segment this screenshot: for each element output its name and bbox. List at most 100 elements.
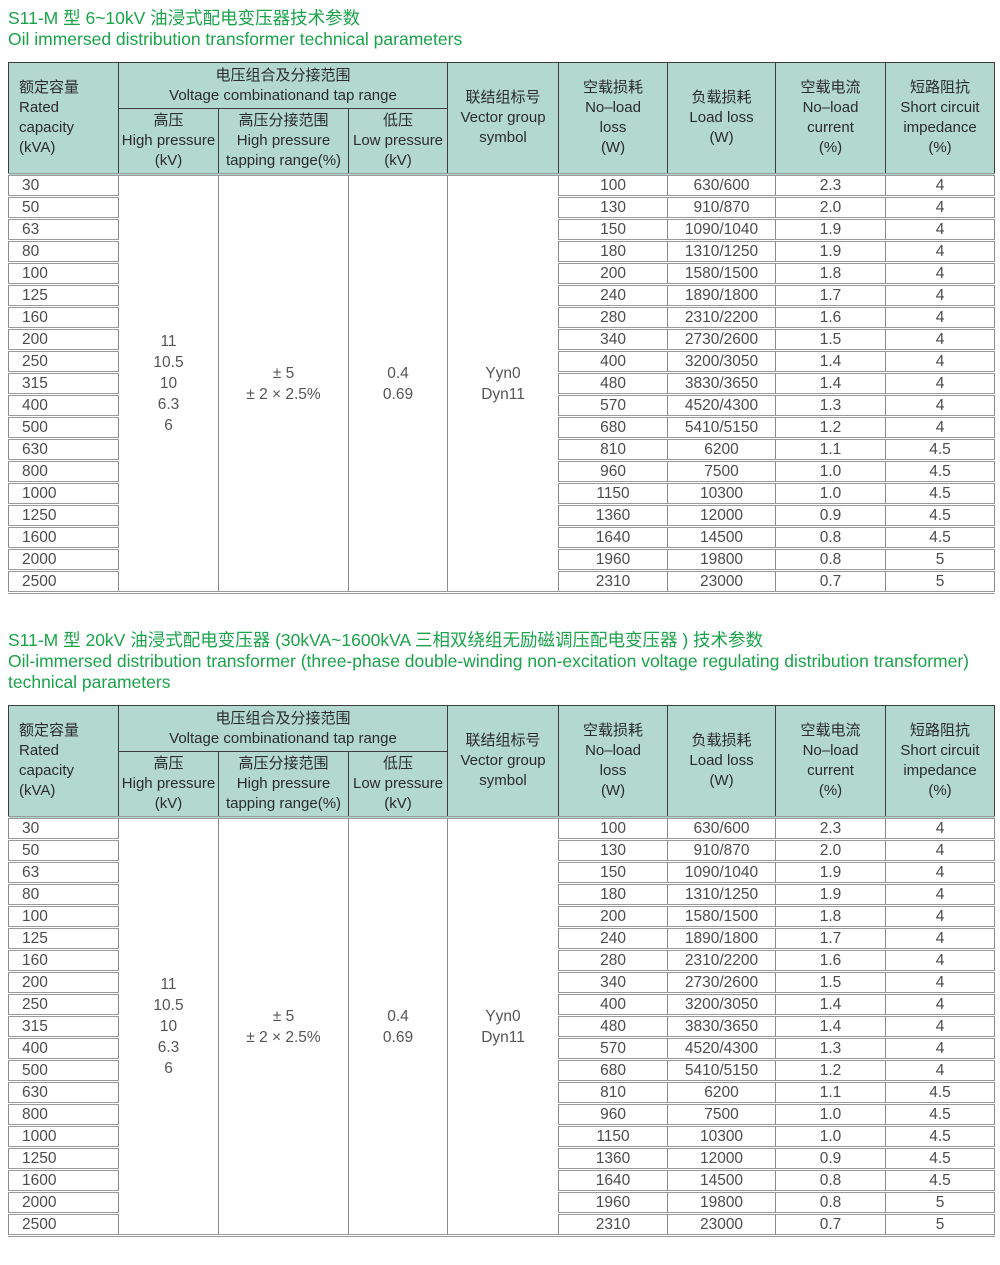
cell-short-circuit-impedance: 4 bbox=[885, 1014, 996, 1039]
cell-no-load-loss: 340 bbox=[558, 327, 669, 352]
cell-no-load-current: 1.7 bbox=[775, 926, 887, 951]
cell-no-load-current: 2.3 bbox=[775, 816, 887, 841]
cell-no-load-current: 1.6 bbox=[775, 948, 887, 973]
cell-rated-capacity: 125 bbox=[8, 926, 119, 951]
cell-no-load-current: 1.0 bbox=[775, 481, 887, 506]
cell-no-load-current: 0.8 bbox=[775, 1190, 887, 1215]
cell-short-circuit-impedance: 4 bbox=[885, 926, 996, 951]
table-row: 2000 1960 19800 0.8 5 bbox=[8, 1190, 996, 1215]
table-row: 200 340 2730/2600 1.5 4 bbox=[8, 970, 996, 995]
cell-rated-capacity: 200 bbox=[8, 970, 119, 995]
cell-short-circuit-impedance: 4 bbox=[885, 393, 996, 418]
cell-no-load-loss: 810 bbox=[558, 1080, 669, 1105]
cell-no-load-current: 1.1 bbox=[775, 437, 887, 462]
cell-no-load-loss: 680 bbox=[558, 1058, 669, 1083]
cell-short-circuit-impedance: 4.5 bbox=[885, 1102, 996, 1127]
cell-load-loss: 2310/2200 bbox=[667, 305, 777, 330]
cell-rated-capacity: 2500 bbox=[8, 1212, 119, 1237]
cell-short-circuit-impedance: 4 bbox=[885, 838, 996, 863]
cell-short-circuit-impedance: 4 bbox=[885, 948, 996, 973]
col-header-vector-group-symbol: 联结组标号 Vector group symbol bbox=[447, 62, 560, 175]
cell-load-loss: 1090/1040 bbox=[667, 860, 777, 885]
cell-load-loss: 4520/4300 bbox=[667, 1036, 777, 1061]
cell-no-load-loss: 810 bbox=[558, 437, 669, 462]
col-header-short-circuit-impedance: 短路阻抗 Short circuit impedance (%) bbox=[885, 62, 996, 175]
parameters-table-6-10kv: 额定容量 Rated capacity (kVA) 电压组合及分接范围 Volt… bbox=[8, 62, 996, 594]
cell-rated-capacity: 250 bbox=[8, 992, 119, 1017]
cell-rated-capacity: 800 bbox=[8, 459, 119, 484]
cell-short-circuit-impedance: 5 bbox=[885, 569, 996, 594]
cell-no-load-loss: 1960 bbox=[558, 547, 669, 572]
col-header-rated-capacity: 额定容量 Rated capacity (kVA) bbox=[8, 705, 119, 818]
table-body: 30 11 10.5 10 6.3 6 ± 5 ± 2 × 2.5% 0.4 0.69… bbox=[8, 816, 996, 1237]
cell-no-load-loss: 340 bbox=[558, 970, 669, 995]
cell-short-circuit-impedance: 4 bbox=[885, 970, 996, 995]
col-header-low-pressure: 低压 Low pressure (kV) bbox=[347, 108, 449, 175]
cell-load-loss: 3200/3050 bbox=[667, 349, 777, 374]
cell-no-load-current: 0.8 bbox=[775, 547, 887, 572]
cell-no-load-loss: 1150 bbox=[558, 481, 669, 506]
table-row: 1600 1640 14500 0.8 4.5 bbox=[8, 1168, 996, 1193]
header-row-sub: 高压 High pressure (kV) 高压分接范围 High pressu… bbox=[9, 108, 995, 175]
cell-load-loss: 1580/1500 bbox=[667, 261, 777, 286]
table-row: 630 810 6200 1.1 4.5 bbox=[8, 1080, 996, 1105]
cell-load-loss: 14500 bbox=[667, 1168, 777, 1193]
cell-load-loss: 7500 bbox=[667, 1102, 777, 1127]
cell-no-load-loss: 680 bbox=[558, 415, 669, 440]
cell-load-loss: 1890/1800 bbox=[667, 283, 777, 308]
cell-load-loss: 23000 bbox=[667, 569, 777, 594]
cell-no-load-current: 1.5 bbox=[775, 327, 887, 352]
cell-short-circuit-impedance: 4.5 bbox=[885, 1080, 996, 1105]
cell-short-circuit-impedance: 4 bbox=[885, 173, 996, 198]
cell-no-load-loss: 1360 bbox=[558, 1146, 669, 1171]
cell-tapping-range: ± 5 ± 2 × 2.5% bbox=[218, 816, 349, 1237]
cell-no-load-loss: 100 bbox=[558, 816, 669, 841]
cell-no-load-current: 1.0 bbox=[775, 1124, 887, 1149]
cell-rated-capacity: 315 bbox=[8, 1014, 119, 1039]
cell-no-load-current: 1.2 bbox=[775, 1058, 887, 1083]
cell-rated-capacity: 100 bbox=[8, 261, 119, 286]
cell-short-circuit-impedance: 4.5 bbox=[885, 481, 996, 506]
cell-load-loss: 19800 bbox=[667, 547, 777, 572]
cell-rated-capacity: 400 bbox=[8, 393, 119, 418]
cell-rated-capacity: 1000 bbox=[8, 1124, 119, 1149]
cell-tapping-range: ± 5 ± 2 × 2.5% bbox=[218, 173, 349, 594]
cell-no-load-loss: 960 bbox=[558, 459, 669, 484]
table-row: 80 180 1310/1250 1.9 4 bbox=[8, 882, 996, 907]
cell-short-circuit-impedance: 4 bbox=[885, 1058, 996, 1083]
cell-load-loss: 5410/5150 bbox=[667, 415, 777, 440]
cell-rated-capacity: 2500 bbox=[8, 569, 119, 594]
table-header: 额定容量 Rated capacity (kVA) 电压组合及分接范围 Volt… bbox=[8, 62, 996, 175]
section-title-en: Oil immersed distribution transformer te… bbox=[8, 29, 463, 49]
col-header-short-circuit-impedance: 短路阻抗 Short circuit impedance (%) bbox=[885, 705, 996, 818]
cell-load-loss: 3830/3650 bbox=[667, 1014, 777, 1039]
cell-rated-capacity: 250 bbox=[8, 349, 119, 374]
cell-load-loss: 3830/3650 bbox=[667, 371, 777, 396]
cell-no-load-loss: 200 bbox=[558, 261, 669, 286]
cell-no-load-loss: 400 bbox=[558, 992, 669, 1017]
cell-no-load-current: 1.7 bbox=[775, 283, 887, 308]
section-title-block: S11-M 型 20kV 油浸式配电变压器 (30kVA~1600kVA 三相双… bbox=[8, 630, 994, 693]
table-row: 800 960 7500 1.0 4.5 bbox=[8, 1102, 996, 1127]
cell-no-load-loss: 570 bbox=[558, 393, 669, 418]
table-row: 160 280 2310/2200 1.6 4 bbox=[8, 305, 996, 330]
cell-no-load-current: 1.3 bbox=[775, 1036, 887, 1061]
cell-rated-capacity: 100 bbox=[8, 904, 119, 929]
cell-load-loss: 2310/2200 bbox=[667, 948, 777, 973]
cell-no-load-current: 1.8 bbox=[775, 904, 887, 929]
cell-no-load-current: 1.9 bbox=[775, 882, 887, 907]
cell-short-circuit-impedance: 4 bbox=[885, 882, 996, 907]
cell-rated-capacity: 125 bbox=[8, 283, 119, 308]
cell-no-load-current: 1.4 bbox=[775, 371, 887, 396]
cell-no-load-current: 0.7 bbox=[775, 1212, 887, 1237]
table-row: 630 810 6200 1.1 4.5 bbox=[8, 437, 996, 462]
cell-rated-capacity: 500 bbox=[8, 1058, 119, 1083]
cell-short-circuit-impedance: 4 bbox=[885, 816, 996, 841]
cell-short-circuit-impedance: 4 bbox=[885, 992, 996, 1017]
cell-load-loss: 6200 bbox=[667, 1080, 777, 1105]
cell-rated-capacity: 2000 bbox=[8, 547, 119, 572]
cell-no-load-current: 1.9 bbox=[775, 217, 887, 242]
cell-short-circuit-impedance: 4.5 bbox=[885, 503, 996, 528]
cell-no-load-current: 2.0 bbox=[775, 838, 887, 863]
section-title-zh: S11-M 型 20kV 油浸式配电变压器 (30kVA~1600kVA 三相双… bbox=[8, 630, 764, 650]
